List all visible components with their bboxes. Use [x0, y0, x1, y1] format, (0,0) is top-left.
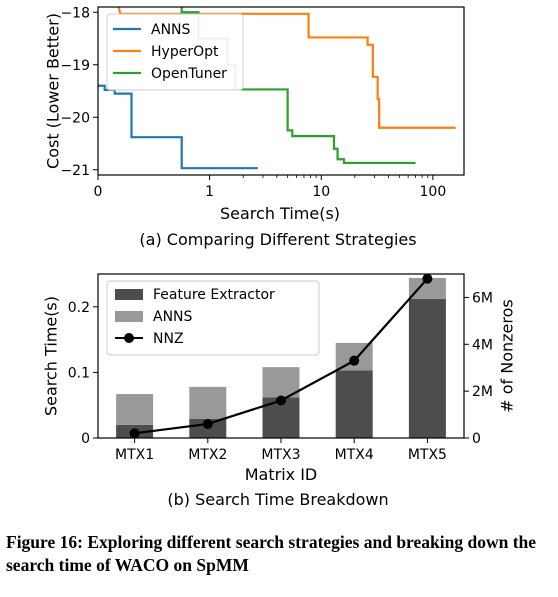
x-tick-label: MTX1 [115, 447, 154, 463]
x-tick-label: MTX3 [261, 447, 300, 463]
y-tick-label: 0.1 [68, 365, 90, 381]
bar-anns-mtx1 [116, 394, 154, 425]
y-tick-label: 0 [81, 431, 90, 447]
nnz-point-mtx3 [276, 395, 286, 406]
x-tick-label: MTX4 [335, 447, 374, 463]
subcaption-a: (a) Comparing Different Strategies [139, 230, 416, 249]
x-axis-label: Matrix ID [245, 465, 318, 484]
x-axis-label: Search Time(s) [220, 204, 340, 223]
bar-feature-extractor-mtx5 [408, 298, 446, 438]
series-line-hyperopt [117, 7, 456, 129]
y2-axis-label: # of Nonzeros [498, 299, 517, 413]
x-tick-label: 1 [205, 184, 214, 200]
legend: Feature Extractor ANNS NNZ [106, 280, 320, 356]
bar-anns-mtx2 [189, 386, 227, 419]
y-tick-label: −18 [60, 5, 90, 21]
x-tick-label: 10 [312, 184, 330, 200]
x-tick-label: 0 [94, 184, 103, 200]
y-tick-label: −20 [60, 110, 90, 126]
legend-swatch-nnz-marker [124, 333, 134, 343]
y-axis-label: Search Time(s) [42, 296, 61, 416]
y-axis-label: Cost (Lower Better) [44, 13, 63, 169]
x-tick-label: MTX5 [408, 447, 447, 463]
x-tick-label: 100 [420, 184, 447, 200]
y2-tick-label: 0 [472, 431, 481, 447]
nnz-point-mtx4 [349, 355, 360, 366]
y-tick-label: −21 [60, 163, 90, 179]
y-tick-label: 0.2 [68, 300, 90, 316]
series-line-anns [98, 84, 258, 170]
y2-tick-label: 6M [472, 290, 493, 306]
plot-frame [97, 6, 465, 176]
legend-label-nnz: NNZ [153, 331, 184, 347]
legend-swatch-feature-extractor [115, 289, 143, 300]
nnz-point-mtx1 [129, 428, 140, 439]
legend-label-hyperopt: HyperOpt [151, 44, 219, 60]
bar-anns-mtx5 [408, 277, 446, 299]
chart-search-time-breakdown: MTX1 MTX2 MTX3 MTX4 MTX5 0 0.1 0.2 0 2M 4M 6M Searc… [42, 273, 517, 509]
nnz-point-mtx2 [202, 418, 213, 429]
axis-ticks: 0 1 10 100 −18 −19 −20 −21 [60, 5, 446, 200]
y2-tick-label: 2M [472, 384, 493, 400]
legend-label-anns: ANNS [153, 309, 193, 325]
bar-anns-mtx3 [262, 367, 300, 398]
y-tick-label: −19 [60, 58, 90, 74]
legend-label-opentuner: OpenTuner [151, 66, 227, 82]
legend-label-feature-extractor: Feature Extractor [153, 287, 275, 303]
x-tick-label: MTX2 [188, 447, 227, 463]
nnz-line [129, 273, 433, 439]
axis-ticks: MTX1 MTX2 MTX3 MTX4 MTX5 0 0.1 0.2 0 2M 4M 6M [68, 290, 493, 463]
chart-search-strategies: 0 1 10 100−18−19−20−21 Cost (Lower Better) … [44, 5, 465, 249]
figure-caption: Figure 16: Exploring different search st… [6, 532, 537, 575]
figure-canvas: 0 1 10 100−18−19−20−21 Cost (Lower Better) … [42, 5, 517, 509]
legend-box [106, 280, 320, 356]
subcaption-b: (b) Search Time Breakdown [167, 490, 388, 509]
bars [116, 277, 446, 438]
bar-feature-extractor-mtx4 [335, 370, 373, 438]
y2-tick-label: 4M [472, 337, 493, 353]
nnz-point-mtx5 [422, 273, 433, 284]
legend-label-anns: ANNS [151, 22, 191, 38]
legend-box [106, 13, 244, 91]
legend: ANNS HyperOpt OpenTuner [106, 13, 244, 91]
legend-swatch-anns [115, 311, 143, 322]
